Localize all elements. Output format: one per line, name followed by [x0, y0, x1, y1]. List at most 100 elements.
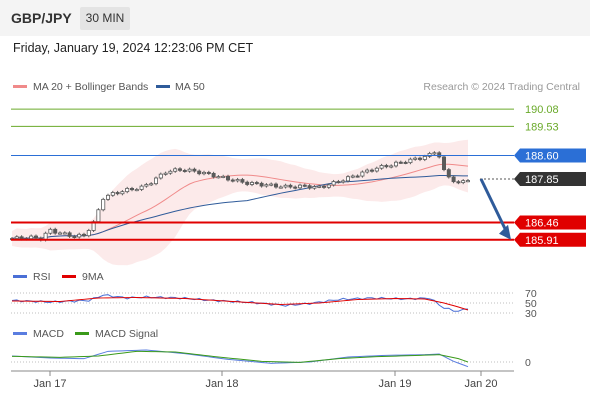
- candle-body: [53, 228, 58, 234]
- candle-body: [72, 236, 77, 239]
- candle-body: [168, 170, 173, 174]
- candle-body: [326, 184, 331, 188]
- price-panel: MA 20 + Bollinger Bands MA 50 Research © 2…: [9, 81, 586, 266]
- x-tick-label: Jan 20: [464, 378, 497, 390]
- macd-signal-line: [11, 350, 469, 363]
- candle-body: [101, 198, 106, 211]
- x-tick-label: Jan 17: [33, 378, 66, 390]
- candle-body: [221, 175, 226, 178]
- candle-body: [48, 228, 53, 234]
- candle-body: [341, 180, 346, 183]
- candle-body: [288, 184, 293, 188]
- candle-body: [158, 173, 163, 179]
- candle-body: [139, 185, 144, 190]
- macd-level-label: 0: [525, 357, 531, 369]
- bollinger-band: [12, 139, 468, 266]
- candle-body: [278, 186, 283, 189]
- candle-body: [345, 176, 350, 182]
- candle-body: [62, 232, 67, 235]
- candle-body: [365, 169, 370, 173]
- candle-body: [86, 230, 91, 237]
- candle-body: [273, 183, 278, 188]
- candle-body: [422, 155, 427, 160]
- candle-body: [384, 165, 389, 168]
- candle-body: [254, 182, 259, 185]
- rsi-level-label: 70: [525, 288, 537, 300]
- candle-body: [144, 184, 149, 187]
- rsi-level-label: 50: [525, 298, 537, 310]
- candle-body: [259, 182, 264, 187]
- candle-body: [427, 153, 432, 157]
- candle-body: [120, 191, 125, 195]
- candle-body: [14, 236, 19, 239]
- legend-label-macd-signal: MACD Signal: [95, 328, 158, 340]
- candle-body: [283, 184, 288, 188]
- candle-body: [374, 167, 379, 172]
- candle-body: [413, 157, 418, 160]
- level-label: 190.08: [525, 104, 559, 116]
- level-label: 187.85: [525, 174, 559, 186]
- candle-body: [264, 184, 269, 187]
- candle-body: [317, 185, 322, 188]
- candle-body: [206, 171, 211, 174]
- credit-label: Research © 2024 Trading Central: [423, 81, 580, 93]
- candle-body: [110, 192, 115, 196]
- level-tag-support: [514, 232, 586, 247]
- candle-body: [441, 156, 446, 171]
- candle-body: [389, 165, 394, 168]
- legend-label-macd: MACD: [33, 328, 64, 340]
- legend-label-rsi: RSI: [33, 271, 51, 283]
- candle-body: [115, 192, 120, 195]
- legend-label-ma50: MA 50: [175, 81, 205, 93]
- candle-body: [96, 209, 101, 223]
- legend-swatch-macd-signal: [75, 332, 89, 335]
- candle-body: [331, 181, 336, 186]
- candle-body: [19, 236, 24, 240]
- level-tag-support: [514, 215, 586, 230]
- candle-body: [293, 186, 298, 189]
- candle-body: [297, 184, 302, 189]
- timestamp-label: Friday, January 19, 2024 12:23:06 PM CET: [13, 41, 254, 55]
- rsi-ma-line: [11, 296, 469, 311]
- candle-body: [235, 179, 240, 182]
- candle-body: [360, 171, 365, 177]
- candle-body: [379, 165, 384, 169]
- legend-swatch-ma50: [156, 85, 170, 88]
- macd-line: [11, 349, 469, 368]
- candle-body: [77, 233, 82, 238]
- candle-body: [269, 183, 274, 186]
- candle-body: [125, 187, 130, 193]
- level-label: 186.46: [525, 218, 559, 230]
- legend-label-rsi-ma: 9MA: [82, 271, 104, 283]
- level-label: 185.91: [525, 235, 559, 247]
- candle-body: [230, 179, 235, 182]
- candle-body: [29, 235, 34, 240]
- candle-body: [336, 181, 341, 184]
- candle-body: [355, 175, 360, 178]
- candle-body: [177, 168, 182, 171]
- level-tag-last: [514, 172, 586, 186]
- candle-body: [216, 176, 221, 179]
- forecast-arrow-head: [499, 224, 511, 240]
- candle-body: [129, 187, 134, 191]
- candle-body: [197, 170, 202, 175]
- candle-body: [211, 172, 216, 178]
- candle-body: [67, 232, 72, 237]
- candle-body: [187, 168, 192, 172]
- candle-body: [369, 169, 374, 172]
- candle-body: [307, 185, 312, 189]
- candle-body: [58, 232, 63, 235]
- candle-body: [173, 168, 178, 172]
- rsi-level-label: 30: [525, 308, 537, 320]
- candle-body: [465, 180, 470, 183]
- candle-body: [393, 161, 398, 167]
- x-axis: Jan 17 Jan 18 Jan 19 Jan 20: [11, 370, 514, 390]
- timeframe-button[interactable]: 30 MIN: [80, 7, 130, 30]
- candle-body: [201, 171, 206, 175]
- candle-body: [134, 189, 139, 192]
- candle-body: [240, 179, 245, 183]
- candle-body: [432, 152, 437, 155]
- candle-body: [249, 182, 254, 185]
